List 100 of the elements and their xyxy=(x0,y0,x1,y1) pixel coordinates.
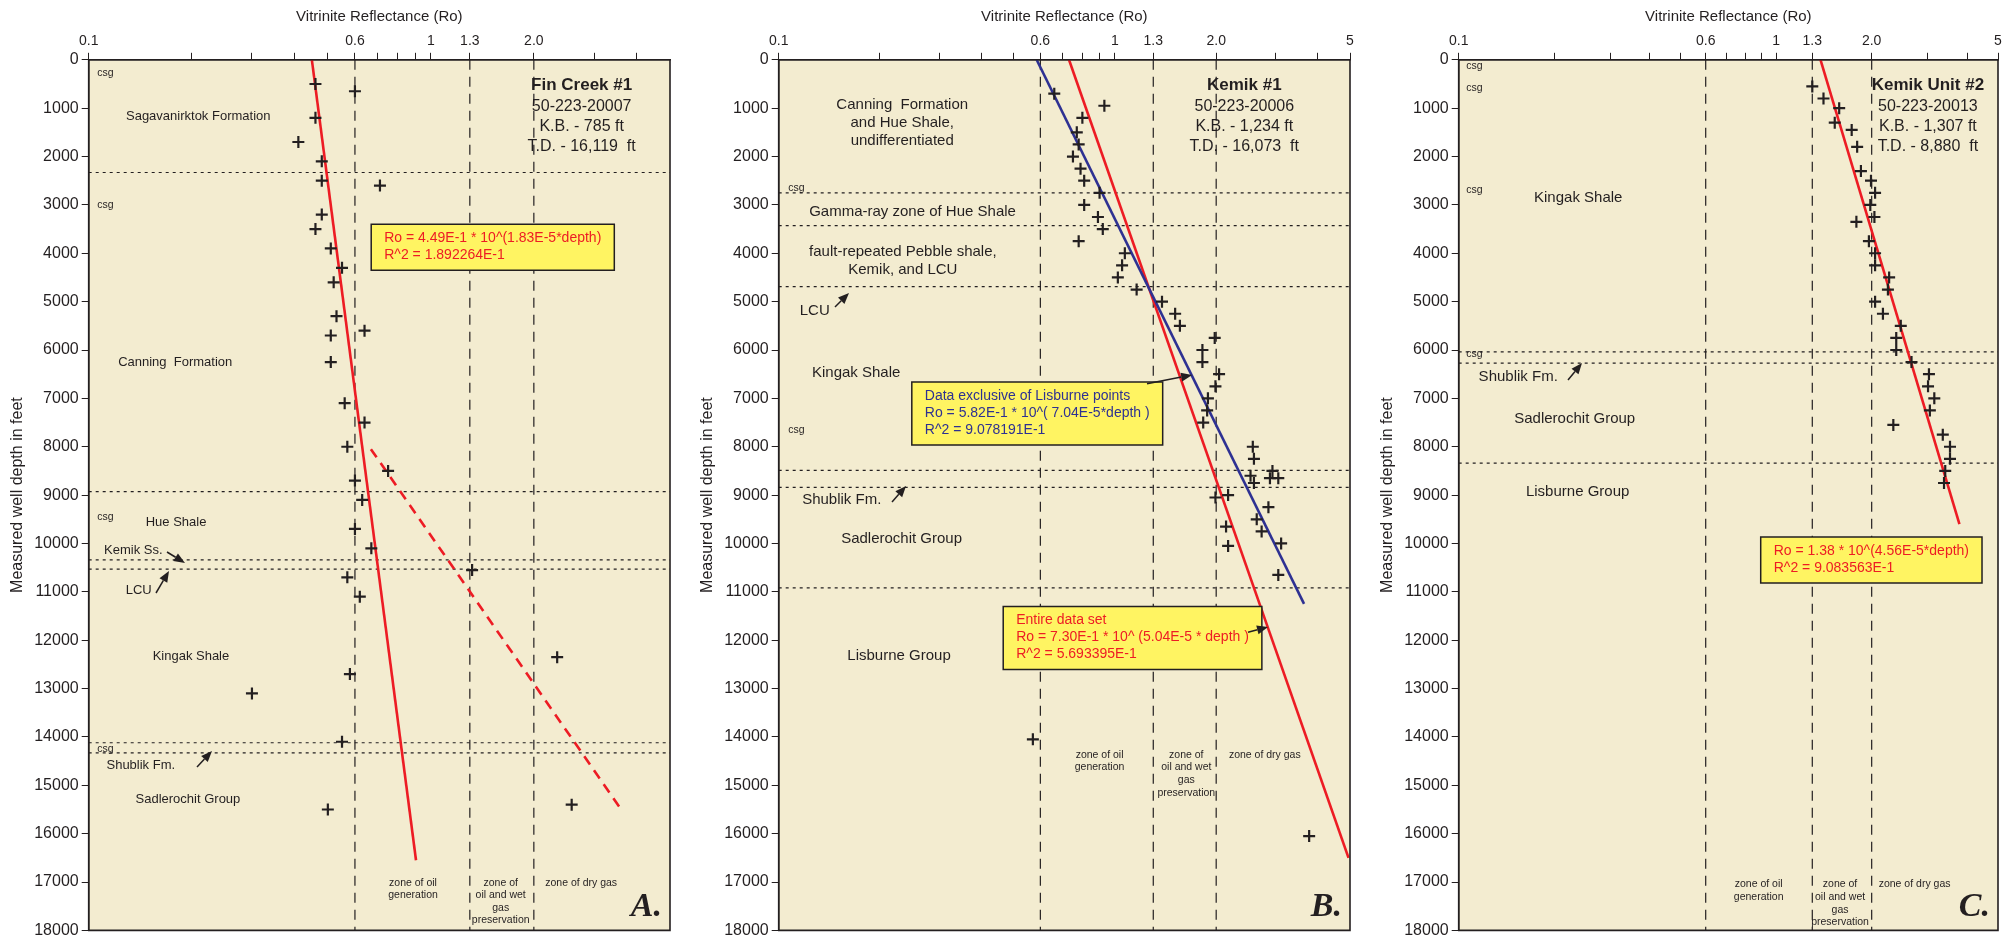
annotation: zone of oil and wet gas preservation xyxy=(1157,747,1216,798)
annotation: Shublik Fm. xyxy=(1478,367,1558,385)
annotation: zone of oil and wet gas preservation xyxy=(1811,877,1870,928)
annotation: Lisburne Group xyxy=(1525,482,1630,500)
annotation: Gamma-ray zone of Hue Shale xyxy=(809,201,1016,219)
annotation: Kemik Ss. xyxy=(104,542,163,558)
y-tick-label: 8000 xyxy=(1413,437,1449,455)
y-tick-label: 6000 xyxy=(1413,340,1449,358)
y-tick-label: 11000 xyxy=(35,582,79,600)
y-tick-label: 2000 xyxy=(1413,146,1449,164)
series-label: Ro = 1.38 * 10^(4.56E-5*depth) R^2 = 9.083563E-1 xyxy=(1773,541,1970,575)
y-axis-title: Measured well depth in feet xyxy=(8,396,26,593)
y-tick-label: 4000 xyxy=(1413,243,1449,261)
x-tick-label: 1 xyxy=(1772,32,1781,49)
y-tick-label: 4000 xyxy=(733,243,769,261)
y-tick-label: 18000 xyxy=(724,920,769,938)
annotation: zone of oil generation xyxy=(1733,877,1784,902)
y-tick-label: 16000 xyxy=(724,824,769,842)
y-tick-label: 16000 xyxy=(1404,824,1449,842)
annotation: csg xyxy=(97,741,114,754)
text: 50-223-20007 K.B. - 785 ft T.D. - 16,119 ft xyxy=(527,97,637,155)
annotation: C. xyxy=(1958,886,1990,924)
annotation: csg xyxy=(788,423,805,436)
annotation: Sadlerochit Group xyxy=(1514,409,1636,427)
annotation: zone of dry gas xyxy=(545,875,618,888)
y-tick-label: 2000 xyxy=(43,146,79,164)
y-tick-label: 5000 xyxy=(43,292,79,310)
annotation: Hue Shale xyxy=(145,513,207,529)
annotation: csg xyxy=(97,65,114,78)
annotation: Canning Formation and Hue Shale, undifferentiated xyxy=(836,95,969,149)
annotation: zone of dry gas xyxy=(1878,877,1951,890)
x-tick-label: 2.0 xyxy=(524,32,544,49)
x-axis-title: Vitrinite Reflectance (Ro) xyxy=(296,7,463,25)
annotation: LCU xyxy=(125,581,152,597)
annotation: zone of oil generation xyxy=(1074,747,1125,773)
annotation: Lisburne Group xyxy=(847,646,951,664)
annotation: Shublik Fm. xyxy=(106,756,176,772)
y-tick-label: 17000 xyxy=(724,872,769,890)
y-tick-label: 4000 xyxy=(43,243,79,261)
y-tick-label: 15000 xyxy=(34,775,79,793)
x-tick-label: 1.3 xyxy=(1802,32,1823,49)
x-tick-label: 2.0 xyxy=(1861,32,1882,49)
y-tick-label: 12000 xyxy=(724,630,769,648)
x-tick-label: 0.1 xyxy=(78,32,99,49)
y-tick-label: 13000 xyxy=(34,678,79,696)
annotation: zone of dry gas xyxy=(1228,747,1301,760)
y-tick-label: 7000 xyxy=(43,388,79,406)
y-tick-label: 14000 xyxy=(1404,727,1449,745)
y-tick-label: 17000 xyxy=(34,872,79,890)
y-tick-label: 1000 xyxy=(43,98,79,116)
annotation: B. xyxy=(1309,886,1342,924)
annotation: csg xyxy=(97,509,114,522)
x-tick-label: 2.0 xyxy=(1206,32,1227,49)
y-tick-label: 6000 xyxy=(733,340,769,358)
annotation: csg xyxy=(1466,58,1483,71)
text: Ro = 4.49E-1 * 10^(1.83E-5*depth) R^2 = 1.892264E-1 xyxy=(384,229,602,263)
y-tick-label: 8000 xyxy=(43,437,79,455)
annotation: csg xyxy=(1466,182,1483,195)
y-tick-label: 7000 xyxy=(1413,388,1449,406)
y-tick-label: 9000 xyxy=(43,485,79,503)
annotation: csg xyxy=(97,197,114,210)
annotation: Kingak Shale xyxy=(152,648,230,664)
annotation: zone of oil and wet gas preservation xyxy=(471,875,530,926)
annotation: LCU xyxy=(799,301,830,319)
y-tick-label: 7000 xyxy=(733,388,769,406)
y-tick-label: 6000 xyxy=(43,340,79,358)
y-tick-label: 15000 xyxy=(1404,775,1449,793)
x-tick-label: 1.3 xyxy=(1143,32,1164,49)
y-tick-label: 10000 xyxy=(724,533,769,551)
text: Fin Creek #1 xyxy=(531,75,633,95)
y-tick-label: 13000 xyxy=(1404,678,1449,696)
y-tick-label: 14000 xyxy=(34,727,79,745)
y-tick-label: 14000 xyxy=(724,727,769,745)
y-tick-label: 2000 xyxy=(733,146,769,164)
y-tick-label: 12000 xyxy=(1404,630,1449,648)
annotation: Sagavanirktok Formation xyxy=(125,107,271,123)
x-tick-label: 0.6 xyxy=(345,32,365,49)
y-tick-label: 9000 xyxy=(733,485,769,503)
y-axis-title: Measured well depth in feet xyxy=(1378,396,1396,593)
text: 50-223-20013 K.B. - 1,307 ft T.D. - 8,880 ft xyxy=(1877,97,1979,155)
annotation: A. xyxy=(628,886,662,924)
y-tick-label: 0 xyxy=(759,50,769,68)
annotation: zone of oil generation xyxy=(388,875,438,901)
x-tick-label: 5 xyxy=(1346,32,1355,49)
y-tick-label: 10000 xyxy=(1404,533,1449,551)
annotation: csg xyxy=(1466,347,1483,360)
text: Kemik #1 xyxy=(1206,75,1282,95)
x-tick-label: 0.1 xyxy=(768,32,789,49)
annotation: Kingak Shale xyxy=(811,363,901,381)
x-tick-label: 1.3 xyxy=(460,32,480,49)
annotation: Shublik Fm. xyxy=(802,489,882,507)
annotation: Canning Formation xyxy=(118,353,233,369)
x-tick-label: 1 xyxy=(1111,32,1120,49)
y-tick-label: 8000 xyxy=(733,437,769,455)
x-axis-title: Vitrinite Reflectance (Ro) xyxy=(981,7,1148,25)
x-tick-label: 0.6 xyxy=(1030,32,1051,49)
annotation: Sadlerochit Group xyxy=(135,791,241,807)
annotation: Kingak Shale xyxy=(1534,188,1623,206)
y-tick-label: 5000 xyxy=(733,292,769,310)
y-tick-label: 18000 xyxy=(34,920,79,938)
